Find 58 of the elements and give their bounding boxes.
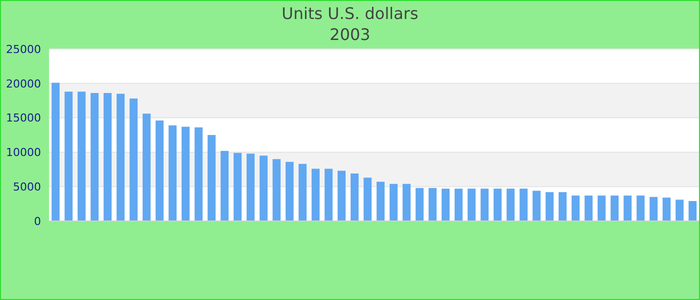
bar (506, 188, 515, 221)
bar (442, 188, 450, 221)
y-tick-label: 15000 (6, 112, 41, 125)
y-tick-label: 5000 (13, 180, 41, 194)
bar (234, 152, 242, 221)
bar (142, 114, 151, 221)
bar (520, 188, 528, 221)
bar (312, 168, 320, 221)
bar (116, 94, 125, 221)
bar (220, 150, 229, 221)
bar (338, 170, 346, 221)
bar (598, 196, 606, 221)
chart-subtitle: 2003 (328, 25, 372, 44)
bar (494, 188, 502, 221)
bar (182, 126, 190, 221)
bar (416, 188, 424, 221)
bar (676, 200, 684, 221)
bar (52, 82, 60, 221)
bar (584, 196, 593, 221)
bar (104, 93, 112, 221)
bar (480, 188, 489, 221)
bar (546, 192, 554, 221)
bar (78, 92, 86, 221)
bar (324, 168, 333, 221)
bar (286, 162, 294, 221)
bar (364, 178, 372, 221)
bar (130, 98, 138, 221)
y-tick-label: 10000 (6, 146, 41, 160)
bar (610, 196, 619, 221)
bar (390, 184, 398, 221)
bar (246, 154, 255, 221)
bar (572, 196, 580, 221)
bar (208, 135, 216, 221)
bar (636, 196, 645, 221)
bar (168, 125, 177, 221)
bar (376, 182, 385, 221)
bar (468, 188, 476, 221)
bar (454, 188, 463, 221)
bar (194, 127, 203, 221)
bar (402, 184, 411, 221)
bar (298, 164, 307, 221)
bar (260, 156, 268, 221)
bar (90, 93, 99, 221)
bar (428, 188, 437, 221)
bar (156, 120, 164, 221)
bar (64, 92, 73, 221)
bar (662, 198, 671, 221)
chart-title: Units U.S. dollars (280, 4, 420, 23)
bar (650, 196, 658, 221)
y-tick-label: 20000 (6, 77, 41, 90)
bar (558, 192, 567, 221)
y-tick-label: 25000 (6, 42, 41, 56)
bar (350, 174, 359, 221)
bar (688, 201, 697, 221)
bar (532, 190, 541, 221)
bar (272, 159, 281, 221)
y-tick-label: 0 (34, 214, 41, 228)
bar (624, 196, 632, 221)
